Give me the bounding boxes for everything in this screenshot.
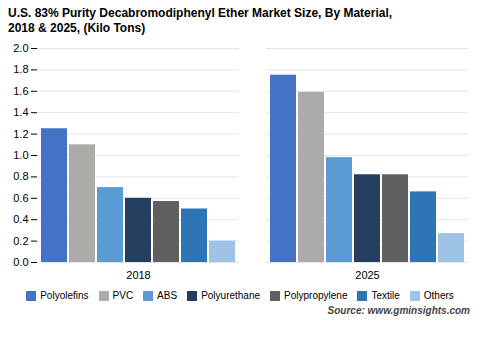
html-text:Others: Others [423,290,454,301]
html-text:Polyurethane: Polyurethane [201,290,261,301]
html-text:Source: www.gminsights.com: Source: www.gminsights.com [327,305,470,316]
svg-text:2.0: 2.0 [13,42,28,54]
svg-text:0.0: 0.0 [13,256,28,268]
html-text:Polyolefins: Polyolefins [40,290,89,301]
html-text:ABS: ABS [157,290,178,301]
svg-text:0.6: 0.6 [13,192,28,204]
html-text:U.S. 83% Purity Decabromodiphe: U.S. 83% Purity Decabromodiphenyl Ether … [8,6,393,35]
html-text:Polypropylene: Polypropylene [284,290,348,301]
svg-text:1.2: 1.2 [13,128,28,140]
svg-text:0.4: 0.4 [13,213,28,225]
html-text:Textile: Textile [371,290,400,301]
svg-text:1.6: 1.6 [13,85,28,97]
svg-text:0.8: 0.8 [13,170,28,182]
svg-text:2018: 2018 [126,269,150,281]
svg-text:1.8: 1.8 [13,63,28,75]
svg-text:1.0: 1.0 [13,149,28,161]
svg-text:2025: 2025 [355,269,379,281]
html-text:PVC: PVC [112,290,134,301]
svg-text:1.4: 1.4 [13,106,28,118]
svg-text:0.2: 0.2 [13,235,28,247]
